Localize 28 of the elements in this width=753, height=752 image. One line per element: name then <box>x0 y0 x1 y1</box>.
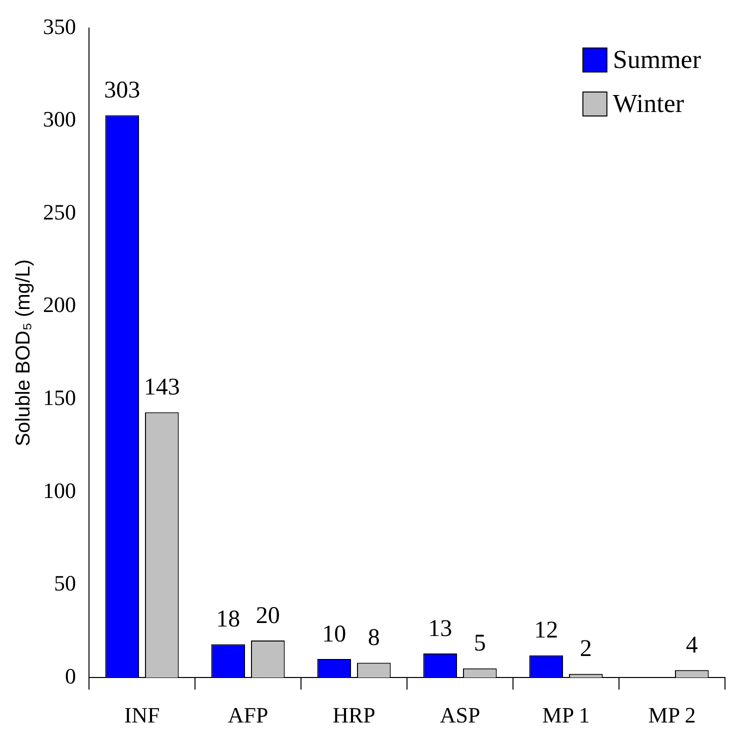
data-label: 18 <box>216 606 240 632</box>
y-tick-label: 50 <box>54 570 76 596</box>
data-label: 303 <box>104 78 140 104</box>
data-label: 4 <box>686 632 698 658</box>
x-tick-label: INF <box>124 702 160 728</box>
y-tick-label: 350 <box>43 14 76 39</box>
data-label: 143 <box>144 374 180 400</box>
x-tick-label: HRP <box>332 702 376 728</box>
data-label: 10 <box>322 621 346 648</box>
y-tick-label: 0 <box>65 663 76 688</box>
data-label: 5 <box>474 630 486 657</box>
x-tick-label: MP 2 <box>648 702 696 728</box>
legend-label: Summer <box>612 44 702 74</box>
y-axis-title: Soluble BOD₅ (mg/L) <box>12 259 35 446</box>
x-tick-label: MP 1 <box>542 702 590 728</box>
data-label: 13 <box>428 616 452 642</box>
legend-label: Winter <box>612 88 684 118</box>
x-tick-label: ASP <box>440 702 480 728</box>
data-label: 8 <box>368 625 380 652</box>
data-label: 12 <box>534 618 558 644</box>
y-tick-label: 100 <box>43 478 76 503</box>
data-label: 2 <box>580 636 592 662</box>
x-tick-label: AFP <box>228 702 268 728</box>
y-tick-label: 150 <box>43 384 76 410</box>
y-tick-label: 200 <box>43 292 76 318</box>
y-tick-label: 300 <box>43 106 76 132</box>
y-tick-label: 250 <box>43 199 76 224</box>
data-label: 20 <box>256 602 280 629</box>
